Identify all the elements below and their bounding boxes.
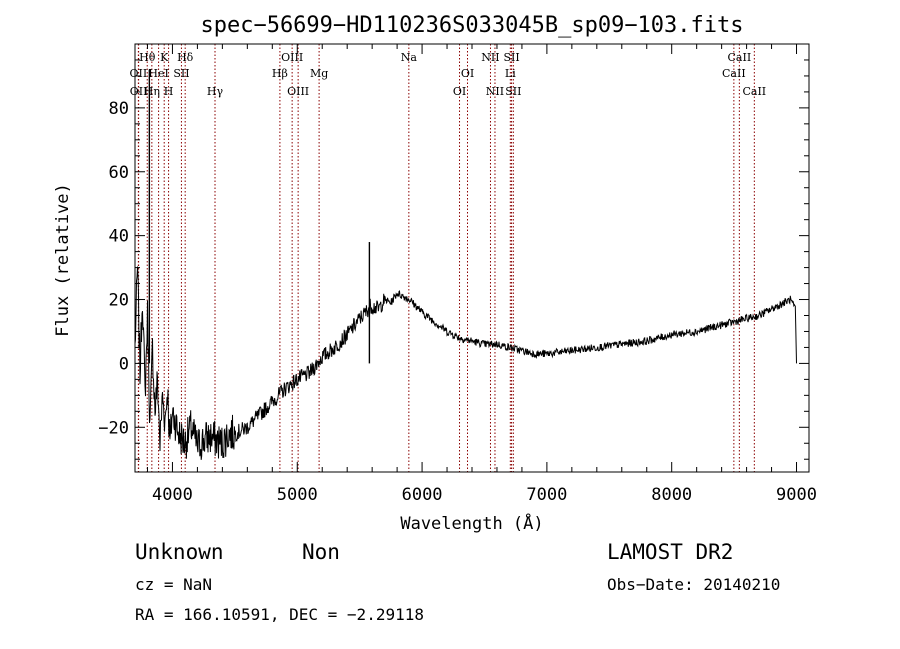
line-label: HeI <box>148 67 168 80</box>
line-label: SII <box>503 51 519 64</box>
line-label: CaII <box>722 67 746 80</box>
y-tick-label: −20 <box>98 418 129 438</box>
y-tick-label: 80 <box>109 99 129 119</box>
line-label: Hβ <box>272 67 288 80</box>
line-label: OI <box>453 85 466 98</box>
obs-date-label: Obs−Date: 20140210 <box>607 575 780 594</box>
line-label: OIII <box>281 51 303 64</box>
line-label: OII <box>130 67 148 80</box>
line-label: Hθ <box>139 51 156 64</box>
plot-frame <box>134 43 810 473</box>
line-label: K <box>160 51 169 64</box>
line-label: Hγ <box>207 85 224 98</box>
cz-label: cz = NaN <box>135 575 212 594</box>
spectrum-spikes <box>148 69 371 364</box>
x-tick-label: 4000 <box>152 485 193 505</box>
y-tick-label: 60 <box>109 163 129 183</box>
x-tick-label: 5000 <box>277 485 318 505</box>
line-label: OI <box>461 67 474 80</box>
line-label: Li <box>505 67 516 80</box>
y-tick-label: 20 <box>109 291 129 311</box>
y-tick-label: 40 <box>109 227 129 247</box>
line-label: Hδ <box>177 51 194 64</box>
line-label: Hη <box>144 85 160 98</box>
y-axis-ticks: −20 0 20 40 60 80 <box>98 59 809 460</box>
y-axis-label: Flux (relative) <box>53 183 73 337</box>
line-label: NII <box>481 51 499 64</box>
y-tick-label: 0 <box>119 354 129 374</box>
x-tick-label: 9000 <box>776 485 817 505</box>
x-tick-label: 6000 <box>402 485 443 505</box>
line-label: Na <box>401 51 418 64</box>
spectrum-series-line <box>134 266 797 460</box>
x-tick-label: 7000 <box>526 485 567 505</box>
line-label: SII <box>505 85 521 98</box>
x-axis-label: Wavelength (Å) <box>400 512 543 534</box>
line-label: CaII <box>728 51 752 64</box>
class-label: Unknown <box>135 540 224 564</box>
survey-label: LAMOST DR2 <box>607 540 733 564</box>
line-label: NII <box>486 85 504 98</box>
x-axis-ticks: 4000 5000 6000 7000 8000 9000 <box>146 44 817 505</box>
line-label: H <box>164 85 174 98</box>
line-label: Mg <box>310 67 328 80</box>
line-label: OIII <box>287 85 309 98</box>
radec-label: RA = 166.10591, DEC = −2.29118 <box>135 605 424 624</box>
subclass-label: Non <box>302 540 340 564</box>
chart-title: spec−56699−HD110236S033045B_sp09−103.fit… <box>200 13 743 38</box>
line-label: CaII <box>742 85 766 98</box>
x-tick-label: 8000 <box>651 485 692 505</box>
spectral-line-markers <box>137 44 755 472</box>
line-label: SII <box>173 67 189 80</box>
